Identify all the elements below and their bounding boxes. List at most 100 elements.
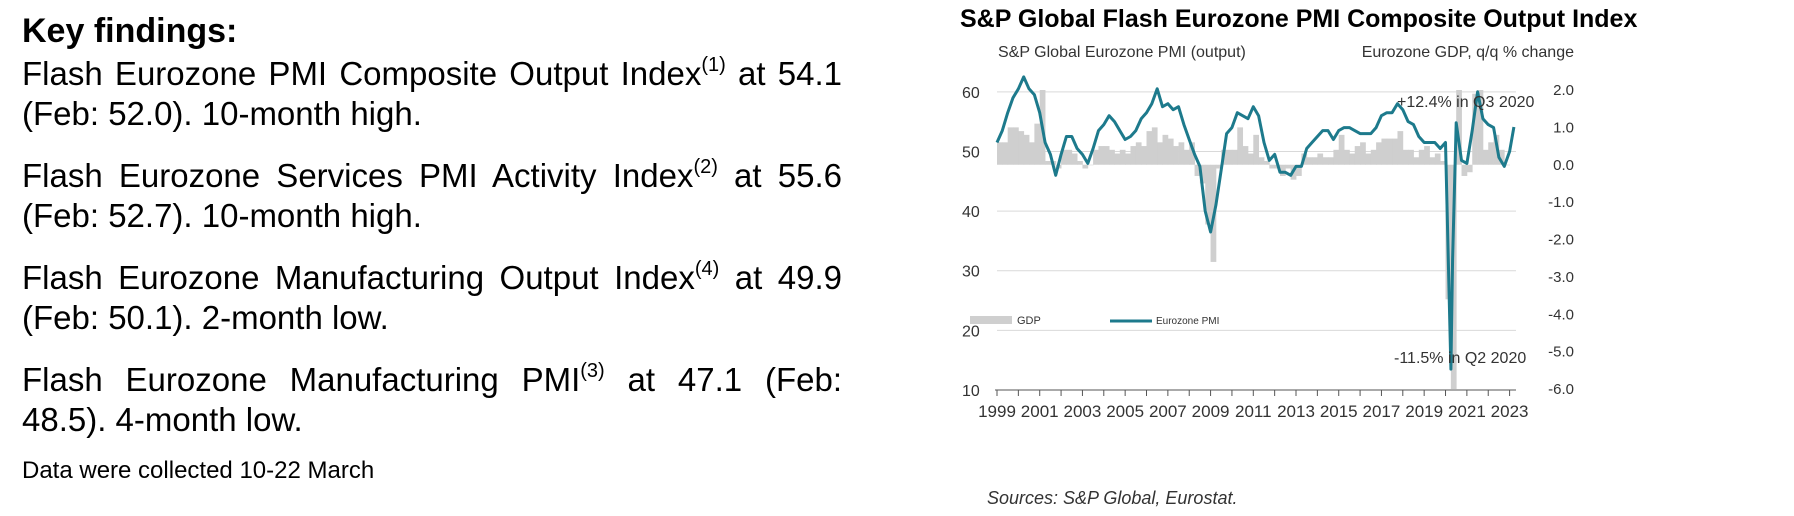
- gdp-bar: [1477, 90, 1484, 165]
- gdp-bar: [1456, 90, 1462, 165]
- gdp-bar: [1376, 142, 1382, 165]
- legend-label-pmi: Eurozone PMI: [1156, 316, 1219, 327]
- legend-label-gdp: GDP: [1017, 315, 1041, 327]
- gdp-bar: [1418, 149, 1425, 165]
- x-tick-label: 2003: [1064, 402, 1102, 421]
- y-tick-label: 20: [962, 323, 980, 340]
- annotations: +12.4% in Q3 2020 -11.5% in Q2 2020: [1394, 94, 1535, 367]
- gdp-bar: [1408, 149, 1414, 165]
- gdp-bar: [1397, 131, 1404, 165]
- gdp-bar: [1461, 164, 1468, 176]
- gdp-bar: [1263, 161, 1270, 165]
- finding-value: at 47.1 (Feb: 48.5). 4-month low.: [22, 361, 842, 438]
- gdp-bar: [1386, 138, 1393, 165]
- y2-tick-label: -4.0: [1548, 306, 1574, 323]
- gdp-bar: [1247, 153, 1254, 165]
- gdp-bar: [1296, 164, 1302, 176]
- gdp-bar: [1344, 149, 1350, 165]
- x-tick-label: 2001: [1021, 402, 1059, 421]
- gdp-bar: [1173, 146, 1179, 165]
- gdp-bar: [1109, 149, 1115, 165]
- axis-labels: 10 20 30 40 50 60 2.0 1.0 0.0 -1.0 -2.0 -3.0 -4.0 -5.…: [962, 44, 1574, 421]
- gdp-bar: [1317, 153, 1324, 165]
- legend-swatch-gdp: [970, 316, 1012, 324]
- data-collection-note: Data were collected 10-22 March: [22, 457, 375, 484]
- gdp-bar: [1103, 146, 1110, 165]
- gdp-bar: [1194, 164, 1201, 176]
- annotation-q2-2020: -11.5% in Q2 2020: [1394, 350, 1526, 367]
- gdp-bar: [1215, 164, 1222, 169]
- y-tick-label: 60: [962, 85, 980, 102]
- gdp-bar: [1440, 161, 1446, 165]
- finding-text: Flash Eurozone Services PMI Activity Ind…: [22, 157, 694, 194]
- gdp-bar: [1312, 157, 1318, 165]
- gdp-bar: [1365, 153, 1372, 165]
- gdp-bar: [1253, 134, 1260, 165]
- key-findings-heading: Key findings:: [22, 12, 238, 50]
- gdp-bar: [1125, 153, 1131, 165]
- gdp-bar: [1066, 149, 1073, 165]
- gdp-bar: [1413, 157, 1420, 165]
- gdp-bar: [1498, 149, 1505, 165]
- footnote-ref: (4): [694, 258, 720, 280]
- gdp-bar: [1061, 149, 1067, 165]
- finding-value: at 49.9 (Feb: 50.1). 2-month low.: [22, 259, 843, 336]
- gdp-bar: [1130, 146, 1137, 165]
- gdp-bar: [1424, 146, 1430, 165]
- gdp-bar: [1189, 142, 1195, 165]
- y-tick-label: 40: [962, 204, 980, 221]
- gdp-bar: [1269, 164, 1276, 169]
- gdp-bar: [1087, 164, 1094, 166]
- gdp-bar: [1151, 127, 1158, 165]
- gdp-bar: [1279, 164, 1286, 176]
- gdp-bar: [1354, 146, 1361, 165]
- gdp-bar: [1007, 127, 1014, 165]
- gdp-bar: [1045, 161, 1051, 165]
- gdp-bar: [1162, 134, 1169, 165]
- gdp-bar: [1322, 157, 1329, 165]
- pmi-line: [995, 75, 1516, 371]
- gdp-bar: [1034, 123, 1041, 165]
- gdp-bar: [1349, 153, 1356, 165]
- gdp-bar: [1381, 138, 1388, 165]
- finding-text: Flash Eurozone PMI Composite Output Inde…: [22, 55, 702, 92]
- key-findings-panel: Key findings: Flash Eurozone PMI Composi…: [22, 12, 842, 486]
- y2-tick-label: -5.0: [1548, 344, 1574, 361]
- gdp-bar: [1333, 149, 1340, 165]
- pmi-series-line: [995, 75, 1516, 371]
- gdp-bar: [1135, 142, 1142, 165]
- y-axis-title: S&P Global Eurozone PMI (output): [998, 44, 1246, 61]
- gdp-bar: [1360, 142, 1366, 165]
- gdp-bar: [1258, 157, 1265, 165]
- x-tick-label: 2005: [1106, 402, 1144, 421]
- finding-manufacturing-pmi: Flash Eurozone Manufacturing PMI(3) at 4…: [22, 360, 842, 440]
- gdp-bars: [997, 90, 1510, 389]
- gdp-bar: [1285, 164, 1292, 169]
- gdp-bar: [1146, 131, 1153, 165]
- x-tick-label: 2011: [1235, 402, 1272, 421]
- gdp-bar: [1178, 142, 1185, 165]
- gdp-bar: [1504, 164, 1510, 166]
- annotation-q3-2020: +12.4% in Q3 2020: [1397, 94, 1535, 111]
- gdp-bar: [1098, 146, 1105, 165]
- y2-tick-label: 0.0: [1553, 157, 1574, 174]
- y2-tick-label: -2.0: [1548, 232, 1574, 249]
- y2-tick-label: 2.0: [1553, 82, 1574, 99]
- gdp-bar: [1482, 149, 1489, 165]
- gdp-bar: [1466, 164, 1473, 173]
- gdp-bar: [1157, 142, 1163, 165]
- gdp-bar: [1370, 149, 1377, 165]
- gdp-bar: [1093, 149, 1099, 165]
- gdp-bar: [1402, 149, 1409, 165]
- gdp-bar: [997, 142, 1003, 165]
- y-tick-label: 30: [962, 264, 980, 281]
- y-tick-label: 10: [962, 383, 980, 400]
- gdp-bar: [1077, 161, 1083, 165]
- axes: [995, 389, 1516, 396]
- gdp-bar: [1167, 138, 1174, 165]
- gdp-bar: [1306, 157, 1313, 165]
- x-tick-label: 2009: [1192, 402, 1230, 421]
- gdp-bar: [1023, 134, 1030, 165]
- gdp-bar: [1472, 93, 1478, 165]
- finding-value: at 55.6 (Feb: 52.7). 10-month high.: [22, 157, 842, 234]
